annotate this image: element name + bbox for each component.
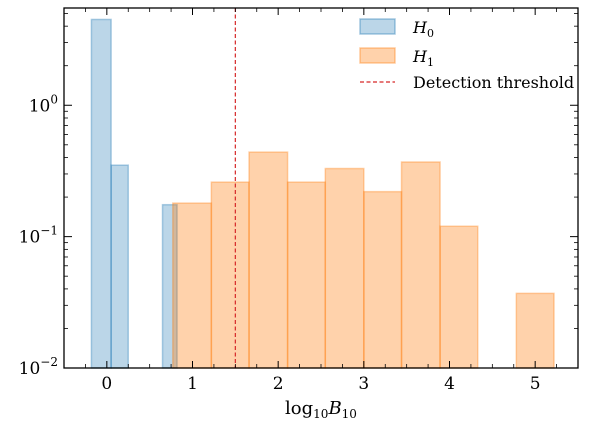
x-tick-label-5: 5: [530, 374, 541, 394]
h1-bin-7: [400, 161, 441, 369]
y-tick-label-2: 100: [29, 92, 58, 116]
h0-bin-1: [90, 18, 112, 369]
y-axis-tick-labels: 10−2 10−1 100: [19, 92, 58, 379]
legend-h0-swatch: [359, 18, 396, 35]
x-tick-label-2: 2: [273, 374, 284, 394]
h1-bin-6: [363, 190, 403, 369]
h1-bin-8: [439, 225, 479, 369]
y-tick-label-1: 10−1: [19, 224, 58, 248]
h1-bin-2: [210, 181, 250, 369]
y-tick-label-0: 10−2: [19, 355, 58, 379]
x-axis-tick-labels: 0 1 2 3 4 5: [101, 374, 540, 394]
x-tick-label-0: 0: [101, 374, 112, 394]
x-tick-label-4: 4: [444, 374, 455, 394]
legend-h1-swatch: [359, 47, 396, 64]
legend-threshold-label: Detection threshold: [413, 73, 574, 92]
h1-bin-1: [172, 202, 213, 369]
h1-bin-5: [324, 167, 365, 369]
legend-h0-label: H0: [412, 18, 434, 40]
h1-bin-10: [515, 292, 555, 369]
h0-bin-2: [110, 164, 130, 369]
y-axis-ticks: [64, 13, 578, 369]
x-tick-label-1: 1: [187, 374, 198, 394]
h0-histogram: [90, 18, 178, 369]
legend: H0 H1 Detection threshold: [359, 18, 574, 92]
h1-bin-4: [286, 181, 327, 369]
h1-histogram: [172, 151, 555, 369]
legend-h1-label: H1: [412, 47, 434, 69]
x-tick-label-3: 3: [358, 374, 369, 394]
x-axis-label: log10B10: [285, 398, 357, 421]
x-axis-ticks: [63, 8, 579, 368]
h1-bin-3: [248, 151, 289, 369]
